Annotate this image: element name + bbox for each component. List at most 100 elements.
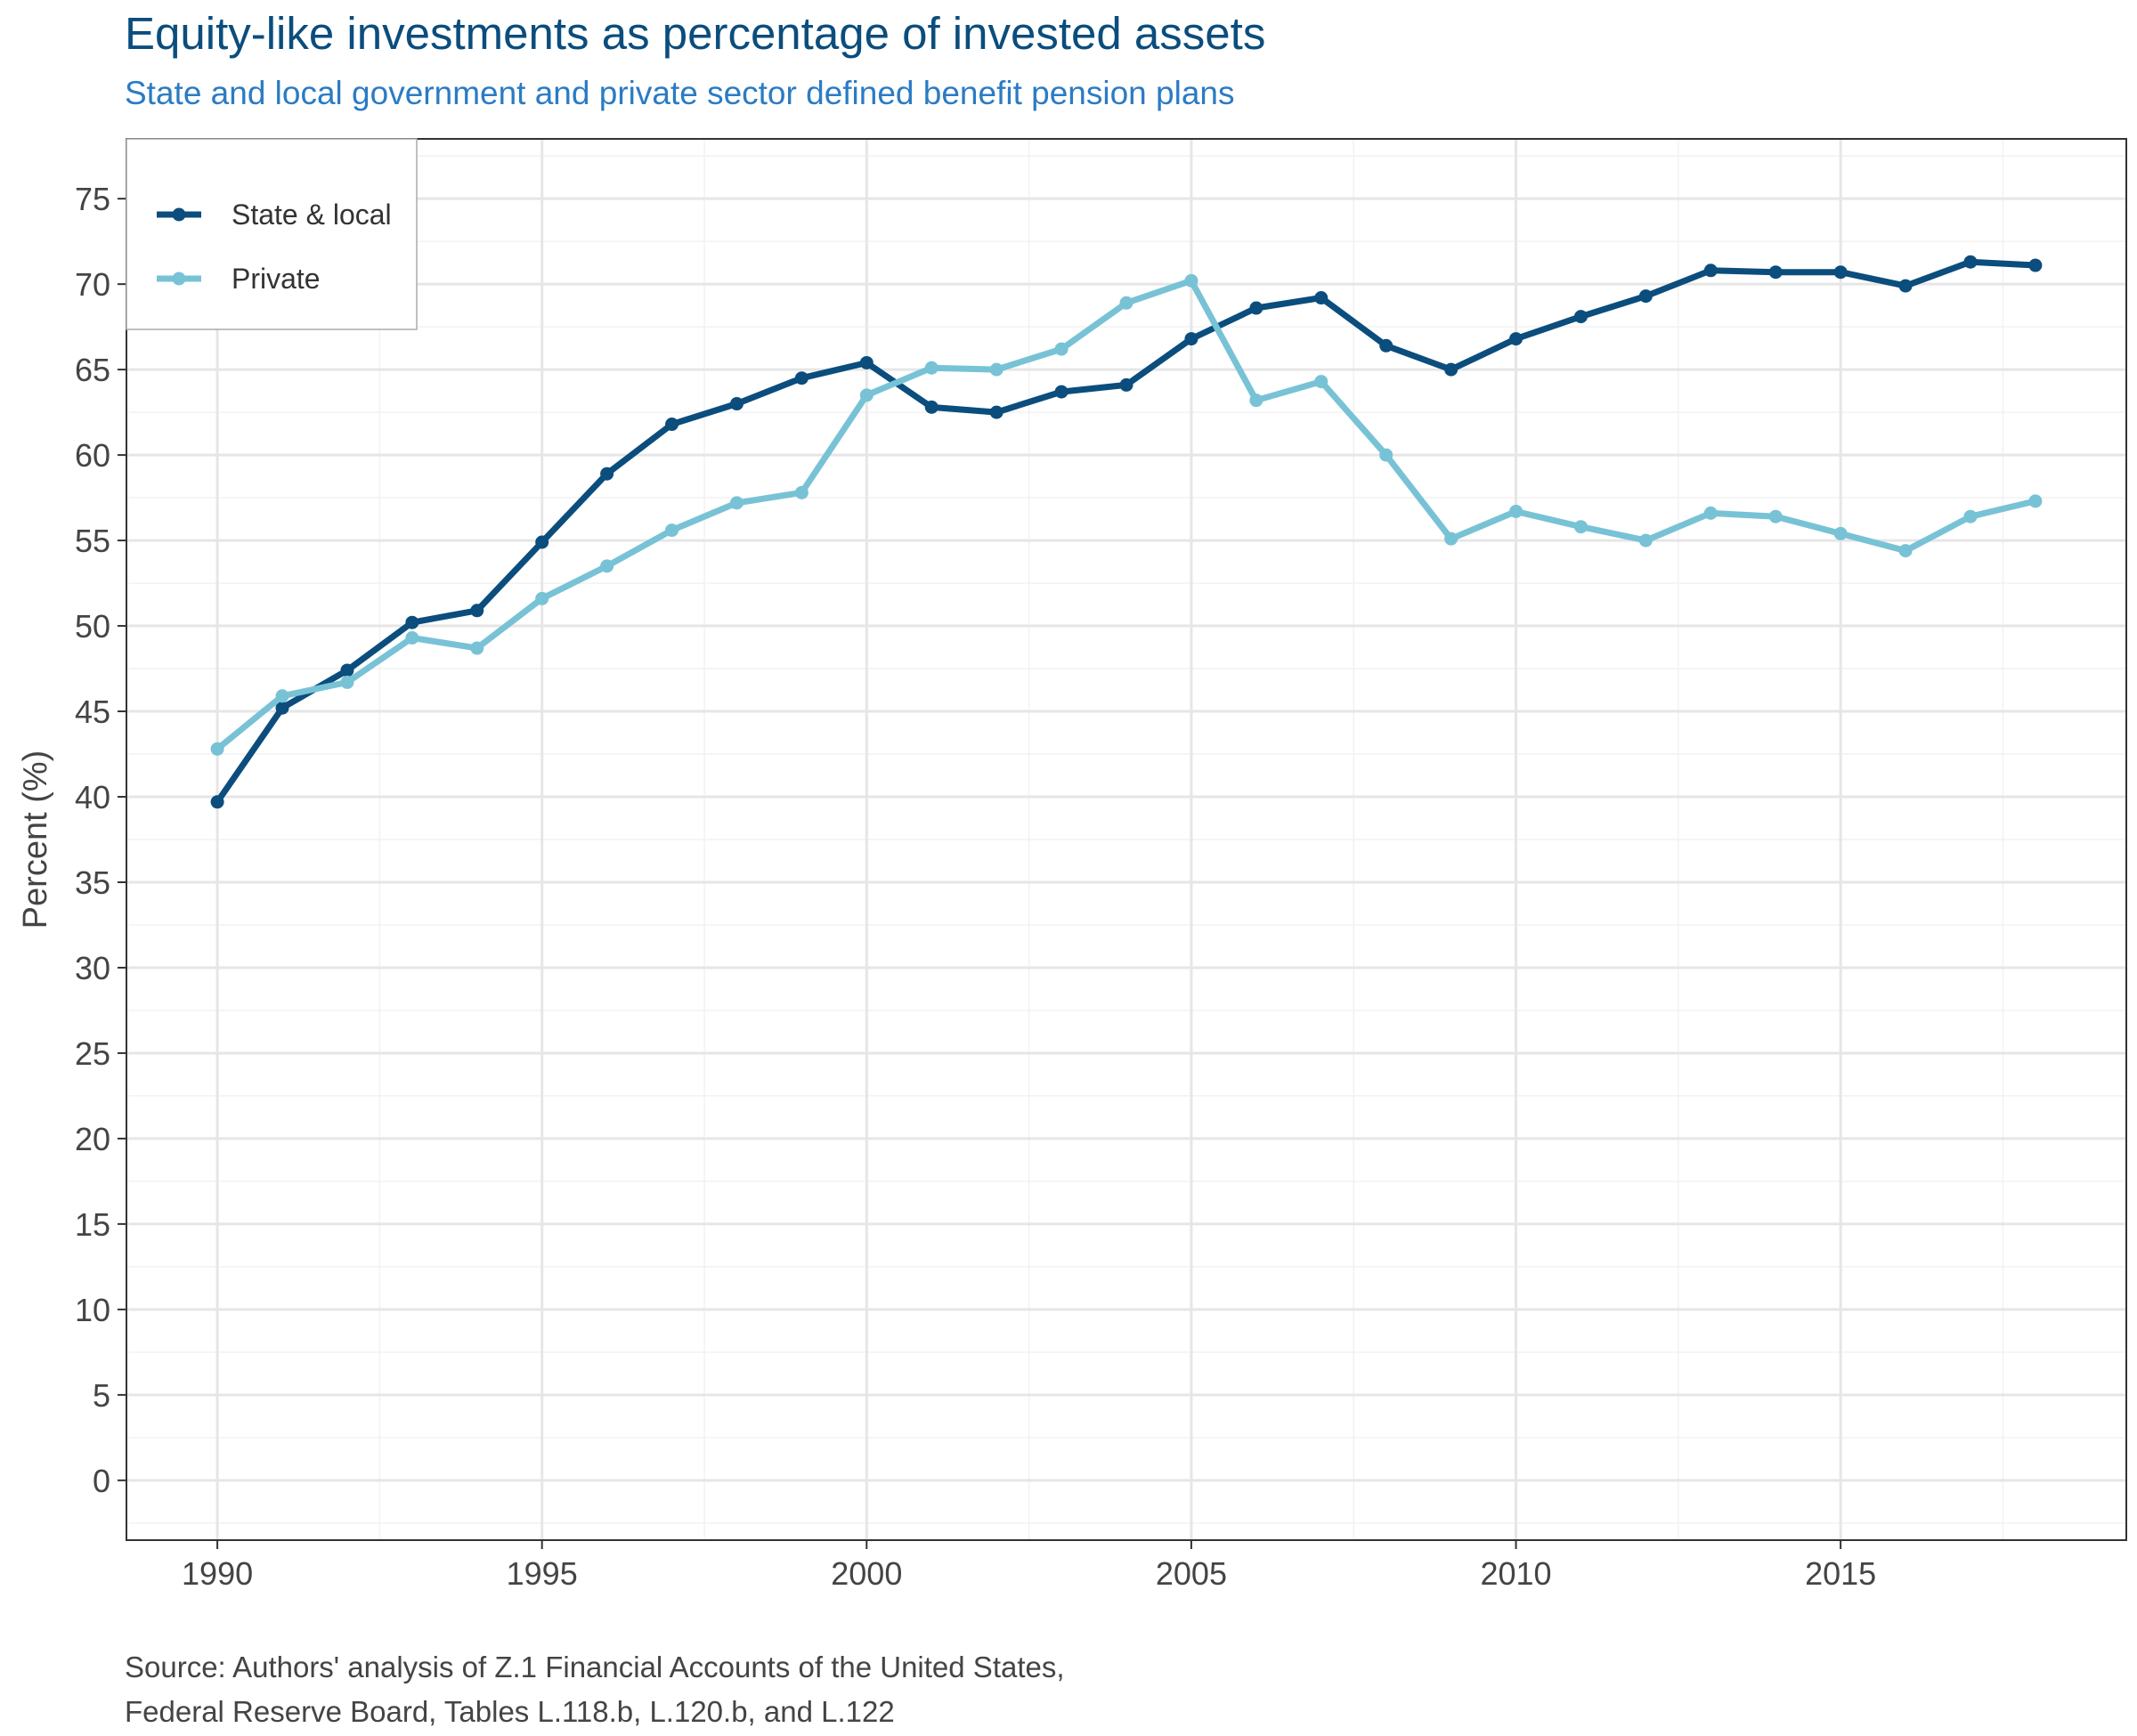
- source-note: Source: Authors' analysis of Z.1 Financi…: [125, 1645, 1065, 1734]
- plot-panel-border: [126, 138, 2127, 1541]
- data-point: [1509, 504, 1524, 518]
- legend-box: [126, 138, 418, 330]
- data-point: [210, 795, 224, 809]
- y-tick-label: 5: [93, 1377, 110, 1414]
- data-point: [1833, 265, 1848, 280]
- data-point: [989, 362, 1003, 377]
- data-point: [470, 604, 484, 618]
- data-point: [1963, 509, 1978, 523]
- legend-swatch-point: [172, 207, 186, 222]
- data-point: [1703, 264, 1718, 278]
- data-point: [1444, 362, 1459, 377]
- chart-subtitle: State and local government and private s…: [125, 75, 1235, 111]
- data-point: [2028, 494, 2043, 508]
- data-point: [535, 591, 549, 605]
- x-tick-label: 1990: [182, 1555, 253, 1592]
- series-line: [214, 277, 2039, 752]
- data-point: [924, 361, 938, 375]
- data-point: [1768, 509, 1783, 523]
- data-point: [535, 535, 549, 549]
- data-point: [1638, 289, 1653, 304]
- data-point: [1963, 255, 1978, 269]
- data-point: [405, 615, 419, 629]
- y-tick-label: 45: [75, 694, 110, 730]
- data-point: [1703, 506, 1718, 520]
- y-tick-label: 25: [75, 1035, 110, 1072]
- data-point: [1833, 526, 1848, 540]
- chart-title: Equity-like investments as percentage of…: [125, 8, 1266, 59]
- data-point: [859, 388, 873, 402]
- x-tick-label: 2005: [1156, 1555, 1227, 1592]
- y-tick-label: 20: [75, 1121, 110, 1157]
- data-point: [1898, 544, 1913, 558]
- data-point: [1509, 332, 1524, 346]
- data-point: [1249, 393, 1264, 408]
- y-tick-label: 10: [75, 1292, 110, 1328]
- y-tick-label: 15: [75, 1206, 110, 1243]
- data-point: [340, 675, 354, 689]
- series-state-local: [210, 255, 2043, 809]
- data-point: [210, 742, 224, 756]
- data-point: [1054, 385, 1068, 399]
- source-line-2: Federal Reserve Board, Tables L.118.b, L…: [125, 1695, 895, 1728]
- data-point: [794, 485, 808, 499]
- data-point: [1119, 296, 1134, 310]
- y-tick-label: 70: [75, 266, 110, 303]
- data-point: [470, 641, 484, 655]
- y-tick-label: 65: [75, 352, 110, 388]
- legend-label: Private: [232, 263, 321, 295]
- data-point: [1184, 273, 1199, 288]
- data-point: [665, 523, 679, 538]
- data-point: [1314, 291, 1329, 305]
- x-tick-label: 1995: [507, 1555, 578, 1592]
- data-point: [729, 397, 743, 411]
- data-point: [275, 689, 289, 703]
- data-point: [1184, 332, 1199, 346]
- data-point: [729, 496, 743, 510]
- data-point: [1444, 531, 1459, 546]
- series-private: [210, 273, 2043, 756]
- data-point: [405, 630, 419, 645]
- major-gridlines: [126, 139, 2126, 1540]
- data-point: [1054, 342, 1068, 356]
- data-point: [2028, 258, 2043, 272]
- legend: State & local Private: [126, 138, 418, 330]
- data-point: [1379, 448, 1394, 462]
- x-tick-label: 2015: [1805, 1555, 1876, 1592]
- series-layer: [210, 255, 2043, 809]
- y-tick-label: 35: [75, 864, 110, 901]
- source-line-1: Source: Authors' analysis of Z.1 Financi…: [125, 1651, 1065, 1683]
- data-point: [1249, 301, 1264, 315]
- data-point: [794, 371, 808, 385]
- y-tick-label: 50: [75, 608, 110, 645]
- x-axis: 1990 1995 2000 2005 2010 2015: [182, 1540, 1876, 1592]
- y-tick-label: 60: [75, 437, 110, 474]
- data-point: [275, 701, 289, 715]
- legend-label: State & local: [232, 199, 392, 231]
- legend-swatch-point: [172, 272, 186, 286]
- data-point: [600, 466, 614, 481]
- y-tick-label: 75: [75, 181, 110, 217]
- data-point: [924, 400, 938, 414]
- x-tick-label: 2000: [831, 1555, 902, 1592]
- data-point: [1119, 377, 1134, 392]
- data-point: [340, 663, 354, 677]
- x-tick-label: 2010: [1480, 1555, 1551, 1592]
- data-point: [1573, 310, 1588, 324]
- y-tick-label: 0: [93, 1463, 110, 1499]
- data-point: [1638, 533, 1653, 548]
- y-tick-label: 40: [75, 779, 110, 815]
- data-point: [600, 559, 614, 573]
- data-point: [1379, 338, 1394, 353]
- data-point: [1768, 265, 1783, 280]
- data-point: [1898, 279, 1913, 293]
- data-point: [665, 418, 679, 432]
- data-point: [989, 405, 1003, 419]
- data-point: [859, 355, 873, 369]
- y-axis-title: Percent (%): [17, 750, 54, 929]
- y-axis: 0 5 10 15 20 25 30 35 40 45 50 55 60 65 70 75: [75, 181, 126, 1499]
- data-point: [1314, 375, 1329, 389]
- y-tick-label: 55: [75, 523, 110, 559]
- data-point: [1573, 520, 1588, 534]
